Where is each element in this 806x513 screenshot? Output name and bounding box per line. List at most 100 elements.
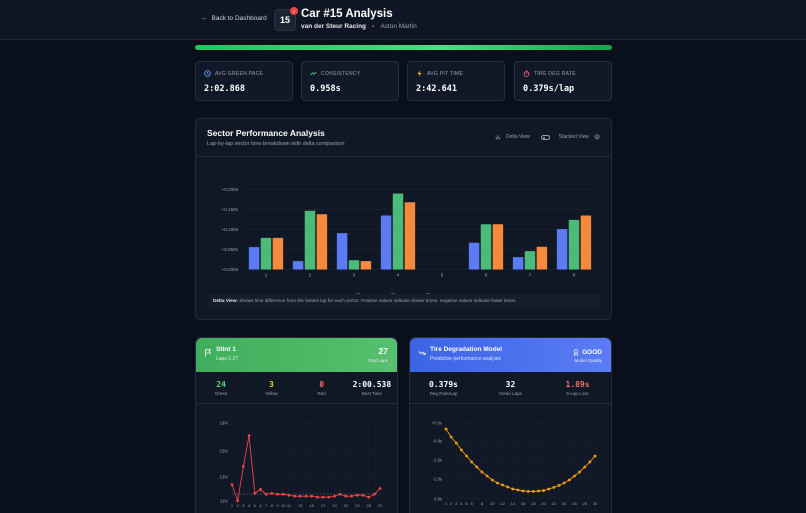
bar	[260, 237, 272, 270]
back-button[interactable]: ← Back to Dashboard	[201, 15, 267, 22]
bar	[524, 251, 536, 270]
data-point	[449, 435, 453, 439]
x-tick-label: 9	[276, 503, 279, 508]
x-tick-label: 17	[321, 503, 326, 508]
x-tick-label: 27	[378, 503, 383, 508]
view-toggle: Delta View Stacked View	[495, 134, 600, 140]
y-tick-label: +0.000s	[222, 267, 239, 272]
layers-icon	[594, 134, 600, 140]
section-subtitle: Lap-by-lap sector time breakdown with de…	[207, 141, 345, 147]
data-point	[378, 487, 382, 490]
data-point	[304, 494, 308, 498]
x-tick-label: 8	[271, 503, 274, 508]
award-icon	[573, 349, 579, 356]
bar	[272, 237, 284, 270]
x-tick-label: 24	[562, 501, 567, 506]
metric-value: 1.89s	[565, 380, 590, 389]
data-point	[480, 470, 484, 474]
x-tick-label: 2	[237, 503, 240, 508]
bolt-icon	[417, 70, 422, 77]
team-name: van der Steur Racing	[301, 23, 367, 30]
clock-icon	[204, 70, 211, 77]
stacked-view-label[interactable]: Stacked View	[558, 134, 589, 140]
data-point	[465, 454, 468, 458]
data-point	[350, 494, 353, 498]
x-tick-label: 6	[259, 503, 262, 508]
x-tick-label: 4	[397, 273, 400, 279]
x-tick-label: 25	[366, 503, 371, 508]
data-point	[562, 481, 566, 485]
data-point	[253, 491, 257, 495]
bar	[360, 261, 372, 270]
stat-value: 0.379s/lap	[523, 84, 575, 94]
data-point	[281, 492, 285, 496]
model-quality-label: Model Quality	[574, 358, 602, 363]
x-tick-label: 8	[481, 501, 484, 506]
x-tick-label: 4	[460, 501, 463, 506]
data-point	[567, 478, 571, 482]
data-point	[526, 490, 530, 493]
x-tick-label: 21	[344, 503, 349, 508]
stat-card-avg-green-pace: AVG GREEN PACE 2:02.868	[195, 61, 293, 101]
car-number: 15	[279, 15, 290, 25]
bar	[248, 247, 260, 270]
bar	[492, 224, 504, 270]
data-point	[537, 489, 540, 493]
data-point	[344, 494, 348, 498]
tire-metrics: 0.379s Deg Rate/Lap 32 Clean Laps 1.89s 5-L…	[410, 372, 611, 404]
y-tick-label: 11%	[220, 499, 228, 504]
delta-view-label[interactable]: Delta View	[505, 134, 530, 140]
bar	[336, 233, 348, 270]
bar	[512, 257, 524, 270]
metric-value: 0	[319, 380, 325, 389]
bar	[480, 224, 492, 270]
sector-bar-chart: +0.000s +0.050s +0.100s +0.150s +0.200s 1 2 3 4 5…	[196, 156, 612, 298]
data-point	[338, 492, 342, 496]
stat-value: 2:42.641	[416, 84, 457, 94]
x-tick-label: 16	[521, 501, 526, 506]
stat-label: CONSISTENCY	[321, 70, 361, 77]
stint-lap-chart: 11%13%15%19%1 2 3 4 5 6 7 8 9 10 11 13 15 17 19 21 23 25 2…	[220, 419, 383, 508]
x-tick-label: 6	[485, 273, 488, 279]
tire-header: Tire Degradation Model Predictive perfor…	[410, 338, 611, 372]
y-tick-label: -2.8s	[433, 477, 442, 482]
tire-subtitle: Predictive performance analysis	[430, 356, 501, 362]
x-tick-label: 12	[500, 501, 505, 506]
data-point	[490, 478, 494, 482]
metric-deg-rate: 0.379s Deg Rate/Lap	[410, 372, 477, 403]
total-laps-label: Total Laps	[367, 358, 388, 363]
data-point	[361, 493, 365, 497]
car-make: Aston Martin	[380, 23, 417, 30]
pace-bar	[195, 45, 612, 50]
metric-label: Red	[317, 391, 326, 396]
data-point	[444, 427, 448, 431]
y-tick-label: -0.8s	[433, 439, 442, 444]
metric-five-lap-loss: 1.89s 5-Lap Loss	[544, 372, 611, 403]
x-tick-label: 23	[355, 503, 360, 508]
data-point	[552, 486, 556, 489]
alert-dot-icon: ✓	[290, 7, 298, 15]
bar	[404, 202, 416, 270]
note-bold: Delta View:	[213, 298, 238, 303]
y-tick-label: 13%	[220, 475, 229, 480]
metric-label: 5-Lap Loss	[566, 391, 589, 396]
data-point	[264, 492, 268, 496]
metric-value: 3	[268, 380, 274, 389]
data-point	[367, 495, 371, 499]
x-tick-label: 11	[287, 503, 292, 508]
data-point	[236, 499, 240, 503]
data-point	[547, 487, 551, 491]
view-toggle-switch[interactable]	[540, 134, 550, 140]
data-point	[516, 488, 520, 492]
trend-down-icon	[418, 351, 426, 355]
x-tick-label: 8	[573, 273, 576, 279]
x-tick-label: 3	[242, 503, 245, 508]
data-point	[287, 493, 291, 497]
timer-icon	[523, 70, 530, 77]
y-tick-label: +0.100s	[222, 227, 239, 232]
back-label: Back to Dashboard	[211, 15, 267, 22]
metric-value: 2:00.538	[352, 380, 392, 389]
data-point	[511, 487, 515, 491]
x-tick-label: 15	[309, 503, 314, 508]
delta-view-note: Delta View: Shows time difference from t…	[207, 294, 601, 308]
